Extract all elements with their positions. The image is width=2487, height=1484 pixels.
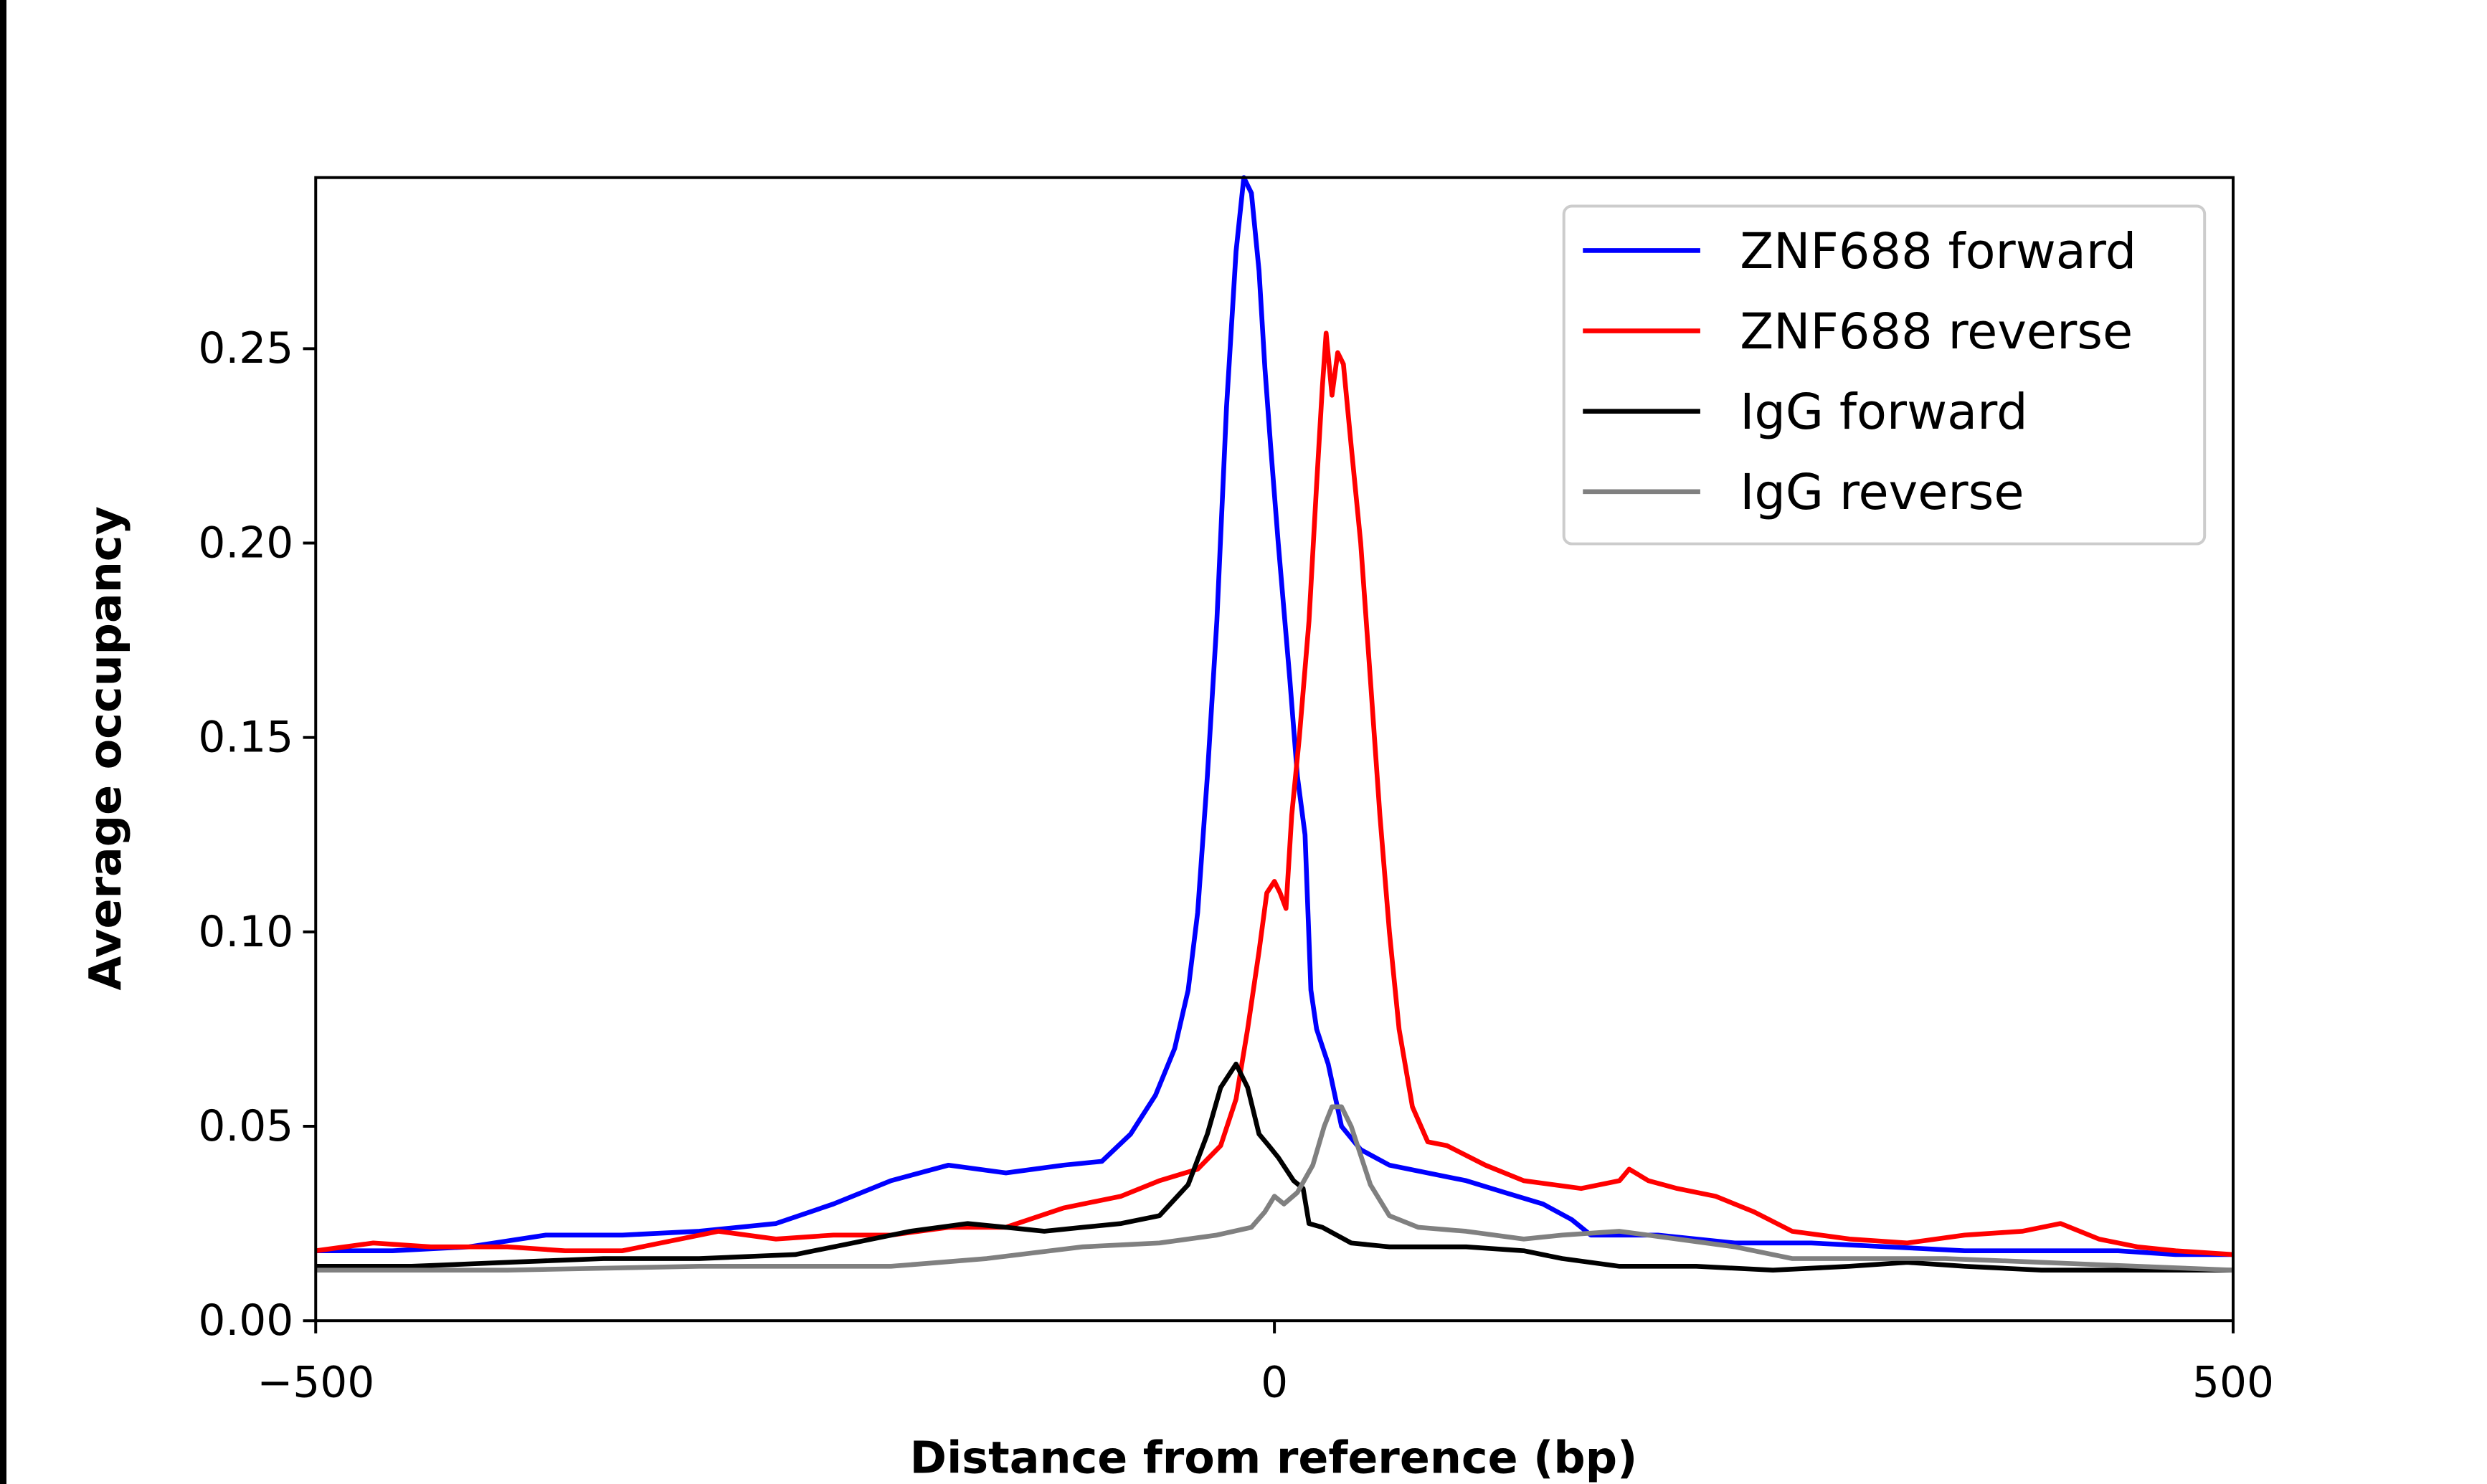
legend-box <box>1562 204 2207 546</box>
legend-label: ZNF688 reverse <box>1740 303 2133 361</box>
y-tick-label: 0.15 <box>198 713 293 763</box>
legend-label: ZNF688 forward <box>1740 223 2136 280</box>
y-axis-label: Average occupancy <box>80 506 131 990</box>
y-tick-label: 0.25 <box>198 324 293 374</box>
legend-label: IgG forward <box>1740 384 2027 441</box>
x-tick-label: −500 <box>257 1358 374 1407</box>
y-tick-label: 0.10 <box>198 908 293 957</box>
x-axis-label: Distance from reference (bp) <box>910 1432 1638 1484</box>
y-tick-label: 0.20 <box>198 518 293 568</box>
y-ticks: 0.00 0.05 0.10 0.15 0.20 0.25 <box>198 324 316 1346</box>
series-line-0 <box>316 175 2234 1257</box>
y-tick-label: 0.00 <box>198 1296 293 1346</box>
x-tick-label: 0 <box>1261 1358 1288 1407</box>
legend: ZNF688 forward ZNF688 reverse IgG forward I… <box>1562 204 2207 546</box>
y-tick-label: 0.05 <box>198 1102 293 1151</box>
series-lines <box>315 175 2234 1273</box>
x-tick-label: 500 <box>2192 1358 2274 1407</box>
legend-label: IgG reverse <box>1740 464 2024 521</box>
x-ticks: −500 0 500 <box>257 1321 2274 1407</box>
left-border <box>0 0 6 1484</box>
series-line-3 <box>316 1104 2234 1273</box>
series-line-2 <box>316 1061 2234 1273</box>
